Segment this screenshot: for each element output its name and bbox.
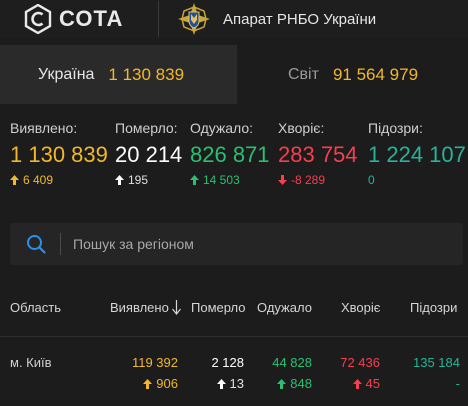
tab-world-label: Світ: [288, 65, 319, 83]
org-name: Апарат РНБО України: [223, 10, 377, 28]
col-died[interactable]: Померло: [191, 300, 246, 315]
row-recovered-delta: 848: [277, 376, 312, 391]
stat-died-delta: 195: [115, 173, 182, 187]
tab-ukraine-value: 1 130 839: [108, 64, 185, 84]
rnbo-link[interactable]: Апарат РНБО України: [177, 2, 376, 36]
row-died-delta-value: 13: [229, 376, 244, 391]
row-detected-delta: 906: [143, 376, 178, 391]
stat-sick-delta: -8 289: [278, 173, 358, 187]
search-divider: [60, 233, 61, 255]
arrow-up-icon: [352, 378, 362, 389]
cota-logo-icon: [24, 4, 52, 34]
row-suspect: 135 184: [413, 355, 460, 370]
search-bar: [10, 223, 463, 265]
arrow-up-icon: [10, 175, 19, 185]
tab-world-value: 91 564 979: [332, 64, 419, 84]
row-detected: 119 392: [131, 355, 178, 370]
stat-suspect-delta-value: 0: [368, 173, 375, 187]
region-tabs: Україна 1 130 839 Світ 91 564 979: [0, 45, 468, 104]
arrow-up-icon: [216, 378, 226, 389]
col-detected[interactable]: Виявлено: [110, 300, 181, 315]
search-icon[interactable]: [26, 234, 46, 254]
stat-recovered-label: Одужало:: [190, 120, 254, 136]
row-suspect-delta: -: [455, 376, 460, 391]
row-recovered-delta-value: 848: [290, 376, 312, 391]
stat-detected-delta: 6 409: [10, 173, 108, 187]
stat-recovered-value: 826 871: [190, 142, 270, 167]
stat-suspect-value: 1 224 107: [368, 142, 466, 167]
cota-logo[interactable]: СОТА: [0, 0, 158, 38]
stat-recovered-delta-value: 14 503: [203, 173, 240, 187]
row-sick-delta-value: 45: [365, 376, 380, 391]
stat-recovered-delta: 14 503: [190, 173, 270, 187]
arrow-down-icon: [278, 175, 287, 185]
table-header-divider: [0, 336, 468, 337]
stat-died-delta-value: 195: [128, 173, 149, 187]
arrow-up-icon: [277, 378, 287, 389]
col-sick[interactable]: Хворіє: [341, 300, 381, 315]
stat-sick: Хворіє: 283 754 -8 289: [278, 120, 358, 187]
col-region[interactable]: Область: [10, 300, 62, 315]
tab-ukraine[interactable]: Україна 1 130 839: [0, 45, 237, 104]
stat-detected-label: Виявлено:: [10, 120, 78, 136]
search-input[interactable]: [73, 236, 433, 252]
stat-sick-label: Хворіє:: [278, 120, 325, 136]
stat-suspect-label: Підозри:: [368, 120, 423, 136]
top-bar: СОТА Апарат РНБО України: [0, 0, 468, 38]
row-died: 2 128: [211, 355, 244, 370]
row-region: м. Київ: [10, 355, 52, 370]
stat-died: Померло: 20 214 195: [115, 120, 182, 187]
rnbo-emblem-icon: [178, 3, 210, 35]
stat-suspect-delta: 0: [368, 173, 466, 187]
tab-ukraine-label: Україна: [38, 65, 95, 83]
arrow-up-icon: [143, 378, 153, 389]
stat-detected-delta-value: 6 409: [23, 173, 54, 187]
tab-world[interactable]: Світ 91 564 979: [237, 45, 468, 104]
stat-detected-value: 1 130 839: [10, 142, 108, 167]
stat-sick-value: 283 754: [278, 142, 358, 167]
sort-arrow-down-icon: [171, 300, 181, 315]
stat-sick-delta-value: -8 289: [291, 173, 326, 187]
row-detected-delta-value: 906: [156, 376, 178, 391]
row-sick: 72 436: [340, 355, 380, 370]
arrow-up-icon: [190, 175, 199, 185]
table-row[interactable]: м. Київ 119 392 906 2 128 13 44 828 848 …: [0, 350, 468, 400]
stat-died-label: Померло:: [115, 120, 178, 136]
row-died-delta: 13: [216, 376, 244, 391]
stat-suspect: Підозри: 1 224 107 0: [368, 120, 466, 187]
header-divider: [158, 1, 159, 37]
col-recovered[interactable]: Одужало: [257, 300, 312, 315]
stats-panel: Виявлено: 1 130 839 6 409 Померло: 20 21…: [10, 120, 468, 190]
table-header: Область Виявлено Померло Одужало Хворіє …: [0, 296, 468, 322]
row-sick-delta: 45: [352, 376, 380, 391]
arrow-up-icon: [115, 175, 124, 185]
stat-detected: Виявлено: 1 130 839 6 409: [10, 120, 108, 187]
stat-recovered: Одужало: 826 871 14 503: [190, 120, 270, 187]
row-recovered: 44 828: [272, 355, 312, 370]
stat-died-value: 20 214: [115, 142, 183, 167]
col-detected-label: Виявлено: [110, 300, 169, 315]
col-suspect[interactable]: Підозри: [410, 300, 458, 315]
logo-text: СОТА: [59, 6, 124, 31]
